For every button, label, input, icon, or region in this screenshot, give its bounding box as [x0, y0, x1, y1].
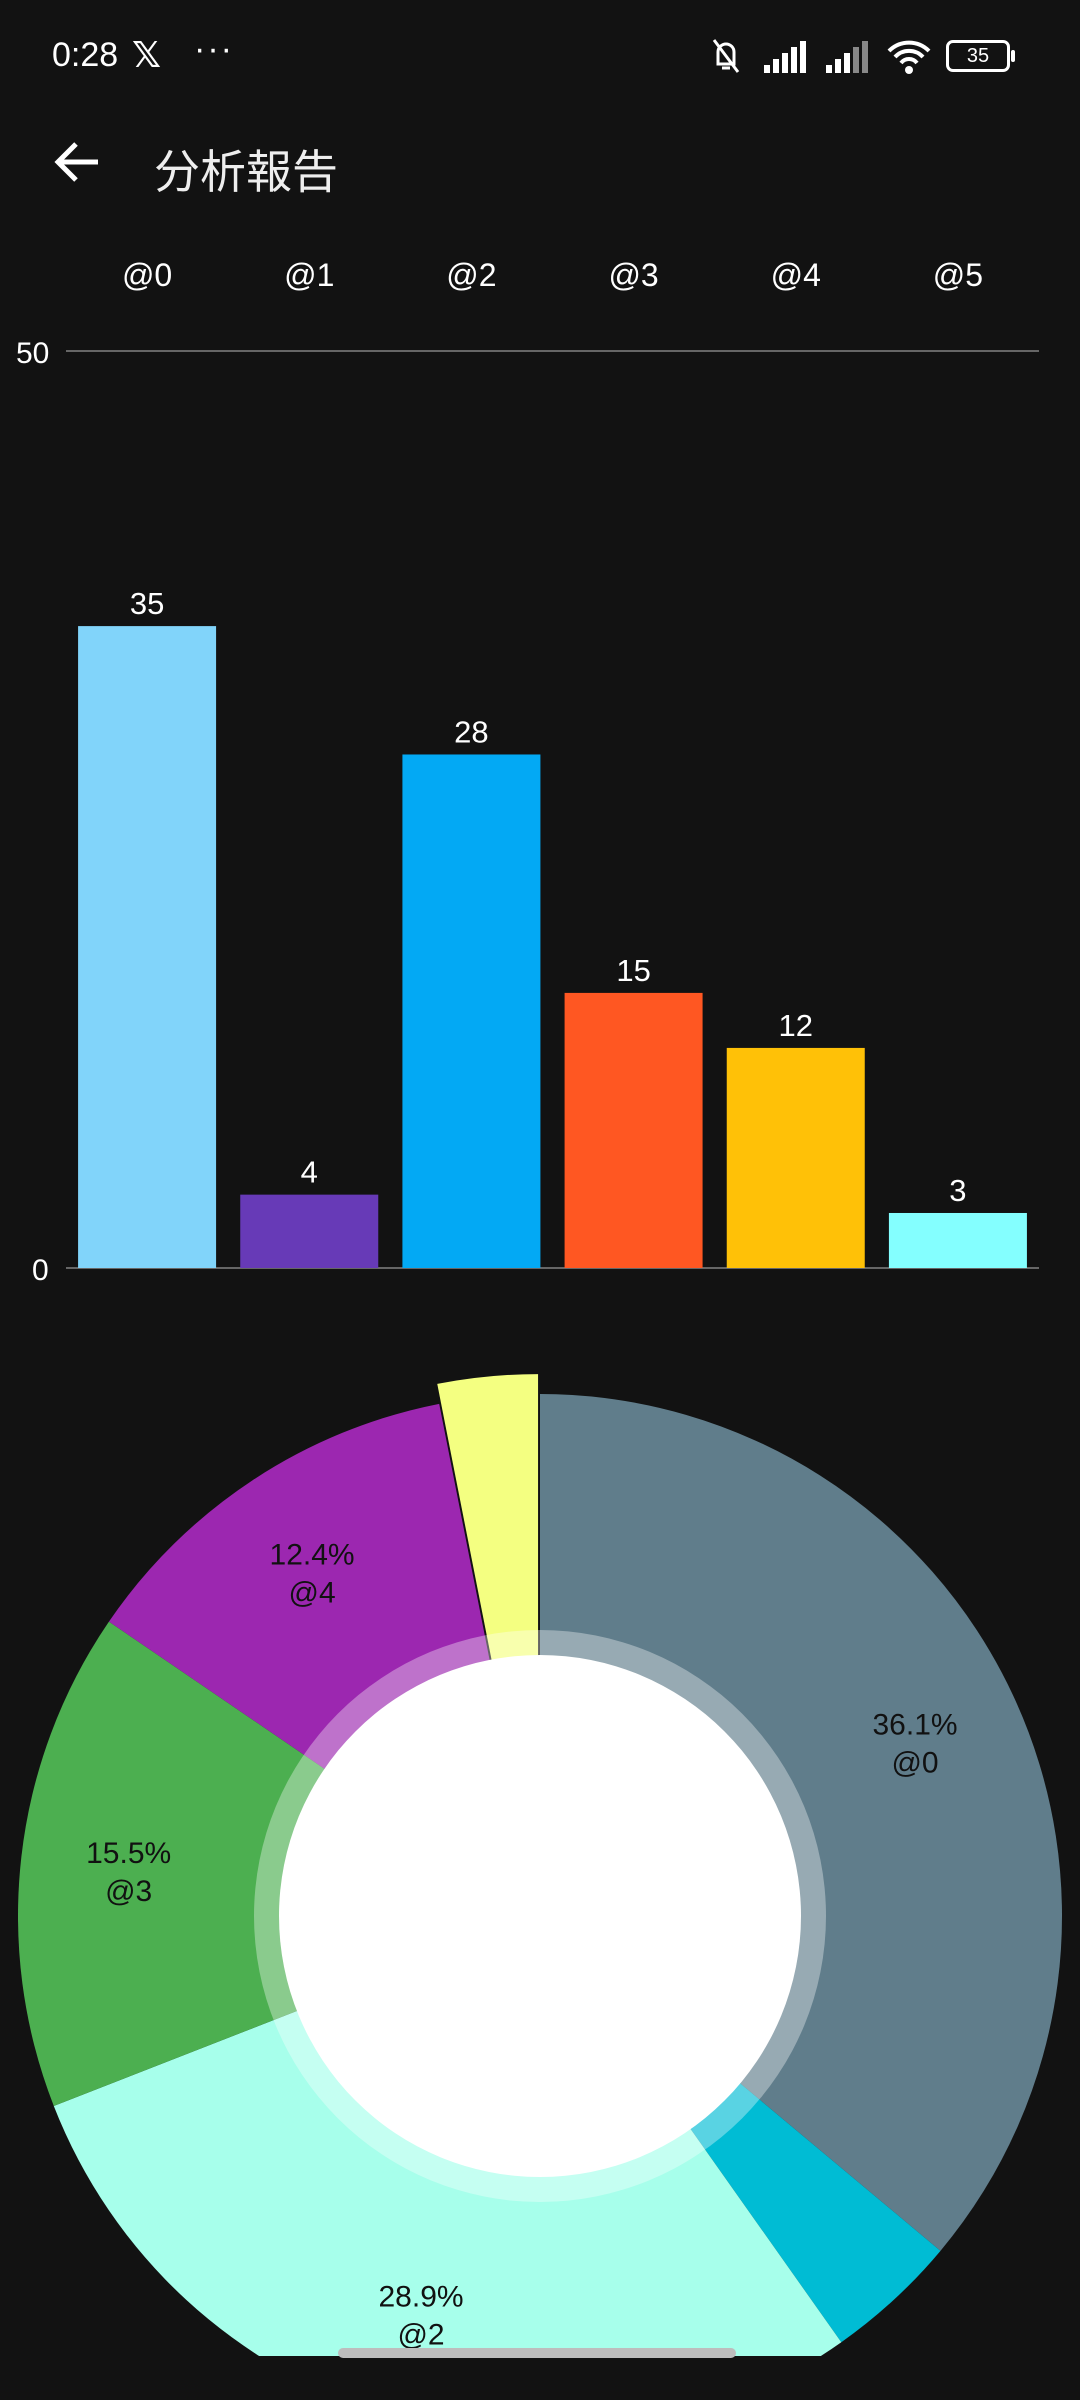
x-logo-icon: 𝕏 [132, 34, 162, 75]
data-label: 35 [130, 586, 164, 621]
app-bar: 分析報告 [0, 110, 1080, 220]
slice-category-label: @2 [397, 2319, 444, 2352]
bar-@1 [240, 1194, 379, 1268]
y-tick-label: 0 [32, 1254, 49, 1287]
signal-icon [764, 41, 806, 73]
slice-percent-label: 28.9% [378, 2281, 463, 2314]
battery-level: 35 [966, 44, 990, 67]
slice-@3 [18, 1621, 541, 2106]
bar-chart: 50 0 @0 35 @1 4 @2 28 @3 15 @4 12 @5 3 [16, 257, 1039, 1287]
slice-category-label: @0 [891, 1747, 938, 1780]
slice-@0 [540, 1394, 1062, 2251]
bar-@3 [564, 992, 703, 1268]
category-label: @2 [446, 257, 496, 293]
bar-@5 [888, 1212, 1027, 1268]
category-label: @1 [284, 257, 334, 293]
bar-@0 [78, 626, 217, 1268]
slice-percent-label: 15.5% [86, 1837, 171, 1870]
data-label: 28 [454, 714, 488, 749]
slice-wedge [540, 1394, 1062, 2251]
page-title: 分析報告 [154, 146, 338, 198]
battery-icon: 35 [946, 40, 1015, 72]
slice-category-label: @3 [105, 1875, 152, 1908]
slice-wedge [18, 1621, 541, 2106]
more-notifications-icon: ··· [194, 30, 234, 68]
donut-hole [279, 1655, 801, 2177]
y-tick-label: 50 [16, 337, 49, 370]
slice-category-label: @4 [289, 1576, 336, 1609]
slice-percent-label: 12.4% [270, 1538, 355, 1571]
wifi-icon [887, 40, 931, 74]
donut-chart: 36.1% @0 28.9% @2 15.5% @3 12.4% @4 [18, 1374, 1062, 2356]
data-label: 3 [949, 1173, 966, 1208]
category-label: @3 [608, 257, 658, 293]
home-indicator[interactable] [338, 2348, 736, 2358]
category-label: @4 [771, 257, 821, 293]
bell-muted-icon [712, 39, 740, 73]
slice-percent-label: 36.1% [873, 1709, 958, 1742]
category-label: @0 [122, 257, 172, 293]
category-label: @5 [933, 257, 983, 293]
data-label: 12 [779, 1008, 813, 1043]
bar-@4 [726, 1047, 865, 1268]
status-bar: 0:28 𝕏 ··· 35 [0, 0, 1080, 110]
signal-icon [826, 41, 868, 73]
data-label: 4 [301, 1155, 318, 1190]
bar-@2 [402, 754, 541, 1268]
data-label: 15 [616, 953, 650, 988]
arrow-left-icon[interactable] [50, 134, 106, 190]
clock: 0:28 [52, 36, 119, 74]
